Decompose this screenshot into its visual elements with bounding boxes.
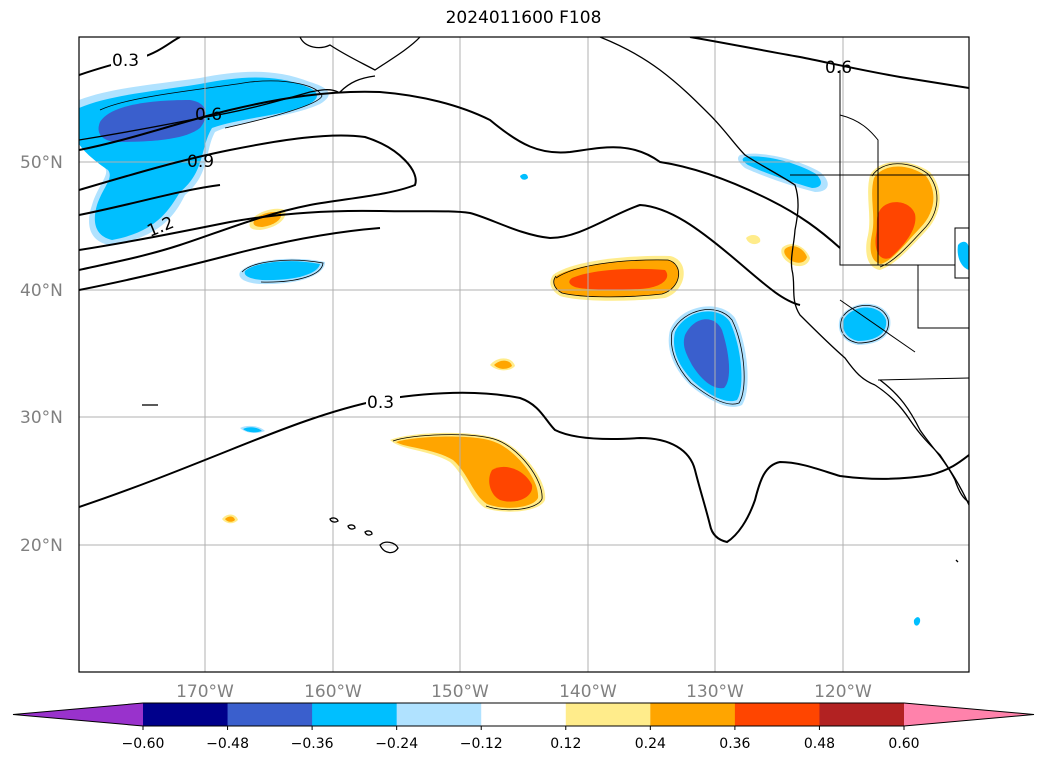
lon-label: 170°W (176, 682, 234, 702)
contour-label: 0.6 (825, 58, 852, 78)
colorbar-segment (481, 703, 567, 726)
colorbar-tick-label: 0.36 (719, 736, 750, 752)
colorbar-segment (819, 703, 905, 726)
colorbar-segment (565, 703, 651, 726)
contour-lines (79, 37, 969, 544)
coastlines (79, 37, 969, 563)
contour-lower (79, 227, 381, 291)
lon-label: 150°W (431, 682, 489, 702)
colorbar-tick-label: −0.48 (206, 736, 249, 752)
colorbar-tick-label: −0.60 (122, 736, 165, 752)
contour-0.3-south (79, 391, 969, 544)
colorbar-segment (312, 703, 398, 726)
contour-label: 0.3 (112, 51, 139, 71)
colorbar-tick-label: −0.12 (460, 736, 503, 752)
colorbar-tick-label: −0.36 (291, 736, 334, 752)
colorbar-segment (396, 703, 482, 726)
colorbar-tick-label: 0.48 (804, 736, 835, 752)
lon-label: 140°W (559, 682, 617, 702)
contour-0.6-northeast (689, 37, 969, 89)
contour-label: 0.6 (195, 105, 222, 125)
graticule (79, 37, 969, 672)
lon-label: 160°W (304, 682, 362, 702)
colorbar-tick-label: 0.24 (635, 736, 666, 752)
lat-label: 50°N (20, 153, 63, 173)
colorbar-segment (650, 703, 736, 726)
colorbar-segment (227, 703, 313, 726)
contour-label-group: 0.3 0.6 0.6 0.9 1.2 0.3 (111, 50, 852, 413)
political-borders (790, 70, 969, 381)
contour-1.2-lower (79, 203, 801, 306)
colorbar-tick-label: 0.12 (550, 736, 581, 752)
contour-label: 0.9 (187, 152, 214, 172)
lon-label: 130°W (686, 682, 744, 702)
longitude-labels: 170°W 160°W 150°W 140°W 130°W 120°W (176, 682, 872, 702)
contour-1.2 (79, 184, 221, 216)
lat-label: 20°N (20, 536, 63, 556)
colorbar-segment (734, 703, 820, 726)
contour-0.9 (79, 134, 417, 271)
colorbar-segment (143, 703, 229, 726)
colorbar-extend-low (13, 703, 143, 726)
lon-label: 120°W (814, 682, 872, 702)
colorbar-tick-label: 0.60 (888, 736, 919, 752)
colorbar: −0.60 −0.48 −0.36 −0.24 −0.12 0.12 0.24 0.36 0.4… (12, 702, 1035, 752)
colorbar-tick-label: −0.24 (375, 736, 418, 752)
shaded-field-layer (79, 71, 969, 626)
map-title: 2024011600 F108 (445, 8, 602, 28)
lat-label: 40°N (20, 281, 63, 301)
latitude-labels: 50°N 40°N 30°N 20°N (20, 153, 63, 556)
map-frame (78, 36, 970, 673)
contour-0.6-north (79, 90, 841, 249)
colorbar-extend-high (904, 703, 1034, 726)
contour-label: 0.3 (367, 393, 394, 413)
lat-label: 30°N (20, 408, 63, 428)
